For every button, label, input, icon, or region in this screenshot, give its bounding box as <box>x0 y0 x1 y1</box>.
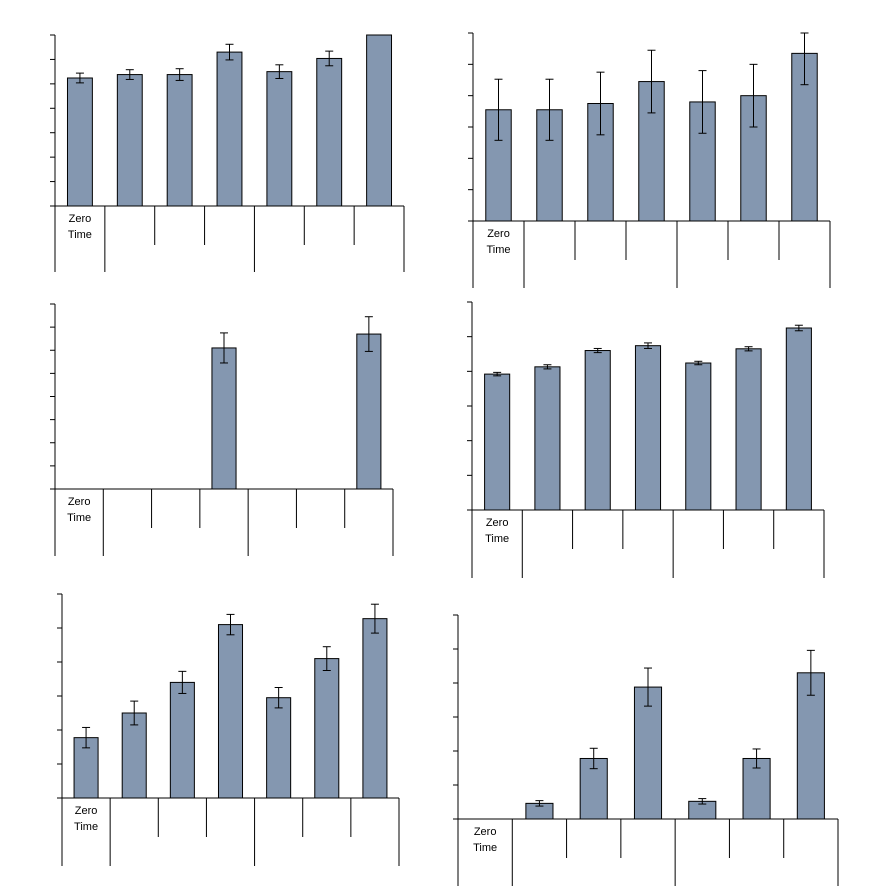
bar <box>796 672 825 820</box>
bar <box>266 71 293 207</box>
chart-panel-b: Zero Time <box>468 32 831 288</box>
category-label: Zero Time <box>68 213 92 241</box>
bar <box>366 34 393 207</box>
bar <box>362 618 388 799</box>
bar <box>266 697 292 799</box>
category-label: Zero Time <box>74 805 98 833</box>
category-label: Zero Time <box>67 496 91 524</box>
chart-panel-a: Zero Time <box>50 34 405 272</box>
category-label: Zero Time <box>485 517 509 545</box>
bar <box>169 681 195 799</box>
chart-panel-d: Zero Time <box>467 301 825 578</box>
bar <box>633 686 663 820</box>
chart-panel-f: Zero Time <box>453 614 839 886</box>
bar <box>216 51 243 207</box>
bar <box>121 712 147 799</box>
bar <box>356 333 382 490</box>
bar <box>742 757 771 820</box>
chart-panel-c: Zero Time <box>50 303 394 556</box>
bar <box>316 57 343 207</box>
bar <box>685 362 712 511</box>
bar <box>735 348 762 511</box>
bar <box>634 345 662 511</box>
chart-panel-e: Zero Time <box>57 593 400 866</box>
bar <box>211 347 237 490</box>
category-label: Zero Time <box>473 826 497 854</box>
category-label: Zero Time <box>486 228 510 256</box>
bar <box>166 74 193 207</box>
bar <box>314 658 340 799</box>
bar <box>534 366 561 511</box>
bar <box>584 350 611 511</box>
bar <box>217 624 244 799</box>
bar <box>785 327 812 511</box>
bar <box>66 77 93 207</box>
bar <box>484 373 511 511</box>
bar <box>689 101 716 222</box>
bar <box>116 74 143 207</box>
